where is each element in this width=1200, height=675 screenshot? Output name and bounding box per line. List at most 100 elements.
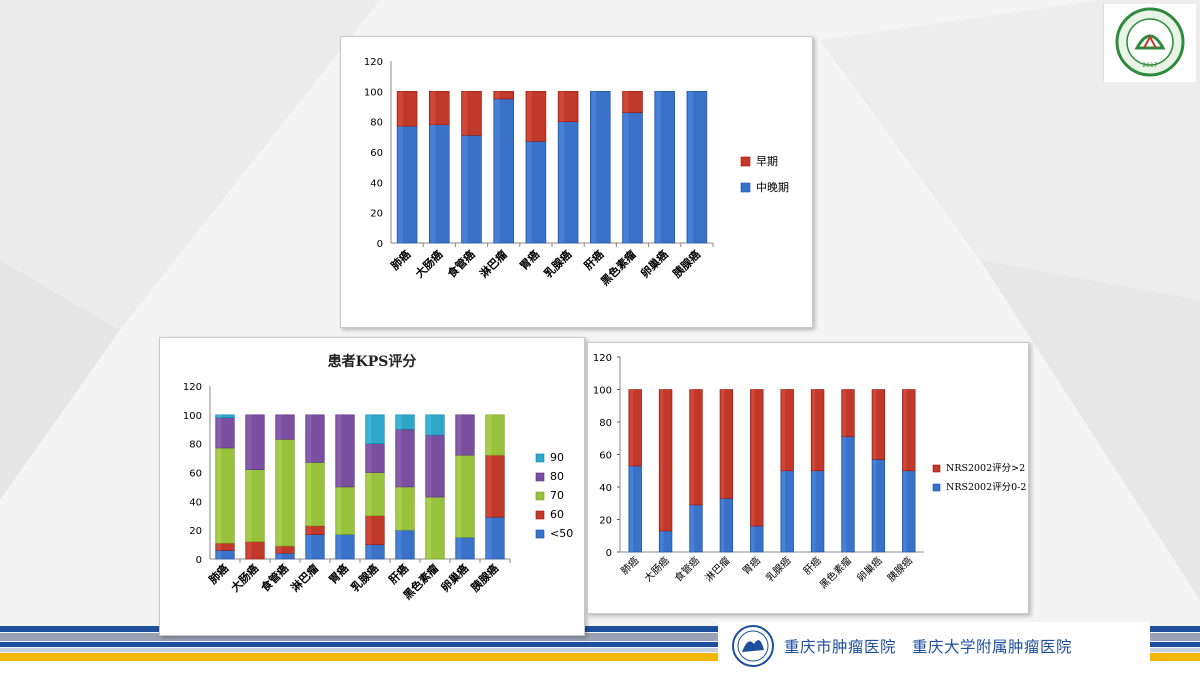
bar-highlight (456, 537, 462, 559)
bar-highlight (430, 91, 436, 125)
x-category-label: 肺癌 (618, 554, 641, 577)
bar-highlight (336, 486, 342, 535)
bar-highlight (842, 389, 846, 437)
bar-highlight (486, 455, 492, 518)
y-tick-label: 120 (183, 382, 202, 393)
x-category-label: 食管癌 (672, 554, 702, 584)
bar-highlight (246, 469, 252, 542)
bar-highlight (398, 126, 404, 243)
bar-highlight (660, 530, 664, 552)
legend-label: 早期 (756, 155, 778, 168)
y-tick-label: 20 (370, 209, 383, 220)
bar-highlight (812, 389, 816, 471)
bar-highlight (306, 525, 312, 535)
bar-segment (686, 91, 708, 244)
legend-label: NRS2002评分0-2 (946, 482, 1026, 493)
logo-panel: 2017 (1103, 4, 1196, 82)
x-category-label: 胰腺癌 (467, 561, 501, 595)
chart-title: 患者KPS评分 (328, 353, 417, 370)
x-category-label: 卵巢癌 (854, 554, 884, 584)
bar-segment (365, 414, 385, 444)
x-category-label: 大肠癌 (641, 554, 671, 584)
bar-highlight (486, 414, 492, 456)
x-category-label: 卵巢癌 (438, 561, 471, 594)
bar-highlight (629, 389, 634, 466)
bar-highlight (559, 91, 565, 122)
chart-stage-card: 0 20 40 60 80 100 120 肺癌 大肠癌 食管癌 淋巴瘤 胃癌 乳腺癌 肝癌 黑色素瘤 卵巢癌… (340, 36, 813, 328)
bar-highlight (751, 389, 755, 526)
bar-segment (750, 389, 764, 527)
x-category-label: 乳腺癌 (763, 554, 793, 584)
bar-segment (871, 389, 886, 460)
chart-kps-card: 患者KPS评分 0 20 40 60 80 100 120 肺癌 大肠癌 食管癌 淋巴瘤 胃癌 乳腺癌 肝癌… (159, 337, 585, 636)
bar-highlight (306, 462, 312, 526)
x-category-label: 黑色素瘤 (817, 554, 854, 591)
bar-highlight (366, 544, 372, 559)
x-category-label: 胃癌 (740, 554, 763, 577)
legend-swatch (535, 491, 545, 501)
legend-label: 中晚期 (756, 181, 789, 194)
logo-year: 2017 (1142, 62, 1157, 69)
legend-label: 60 (550, 508, 564, 521)
bar-highlight (462, 135, 468, 243)
bar-highlight (873, 459, 877, 552)
bar-segment (810, 389, 825, 472)
x-category-label: 淋巴瘤 (477, 247, 510, 280)
bar-segment (396, 91, 418, 127)
bar-highlight (396, 486, 402, 531)
y-tick-label: 60 (189, 469, 202, 480)
bar-highlight (629, 465, 634, 552)
bar-highlight (559, 121, 565, 243)
y-tick-label: 120 (364, 57, 383, 68)
bar-segment (485, 414, 505, 456)
bar-highlight (276, 439, 282, 547)
legend-swatch (740, 156, 751, 167)
y-tick-label: 0 (606, 548, 612, 559)
bar-highlight (396, 530, 402, 559)
bar-highlight (276, 414, 282, 440)
bar-segment (335, 414, 355, 488)
bar-highlight (246, 414, 252, 470)
bar-segment (461, 91, 482, 136)
bar-segment (719, 389, 734, 499)
bar-segment (902, 389, 916, 472)
x-category-label: 乳腺癌 (541, 247, 574, 280)
x-category-label: 乳腺癌 (348, 561, 381, 594)
bar-highlight (398, 91, 404, 127)
bar-highlight (721, 389, 725, 499)
y-tick-label: 80 (599, 418, 612, 429)
bar-highlight (812, 470, 816, 552)
x-category-label: 卵巢癌 (638, 247, 671, 280)
x-category-label: 肝癌 (581, 247, 606, 272)
x-category-label: 肝癌 (800, 554, 823, 577)
legend-swatch (535, 453, 545, 463)
bar-highlight (456, 455, 462, 538)
bar-highlight (366, 472, 372, 516)
y-tick-label: 40 (189, 497, 202, 508)
x-category-label: 胃癌 (517, 247, 542, 272)
legend-label: <50 (550, 527, 573, 540)
bar-segment (622, 91, 643, 113)
y-tick-label: 120 (593, 353, 612, 364)
bar-segment (395, 414, 415, 430)
bar-highlight (396, 414, 402, 430)
y-tick-label: 80 (189, 440, 202, 451)
bar-highlight (781, 470, 786, 552)
bar-highlight (655, 91, 661, 243)
x-category-label: 食管癌 (444, 247, 477, 280)
y-tick-label: 60 (599, 451, 612, 462)
bar-highlight (903, 389, 907, 471)
y-tick-label: 100 (364, 87, 383, 98)
stripe-blue-top (0, 626, 1200, 632)
bar-segment (493, 91, 514, 100)
y-tick-label: 100 (593, 386, 612, 397)
bar-highlight (623, 91, 629, 113)
x-category-label: 胃癌 (326, 561, 351, 586)
y-tick-label: 0 (196, 555, 202, 566)
x-category-label: 食管癌 (258, 561, 291, 594)
bar-segment (841, 389, 855, 437)
bar-segment (305, 414, 325, 463)
